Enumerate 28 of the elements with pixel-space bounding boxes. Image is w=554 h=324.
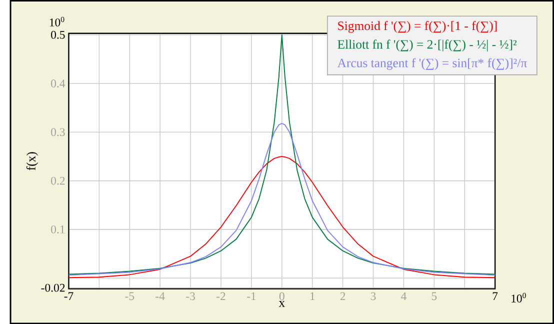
- x-tick-label: 4: [401, 292, 406, 300]
- line-series: [68, 156, 496, 278]
- y-tick-label: 0.5: [51, 30, 65, 39]
- y-tick-label: 0.4: [51, 79, 66, 88]
- x-tick-label: -1: [246, 292, 256, 300]
- text: Elliott fn f '(∑) = 2·[|f(∑) - ½| - ½]²: [338, 40, 517, 52]
- text: Arcus tangent f '(∑) = sin[π* f(∑)]²/π: [337, 58, 527, 70]
- x-tick-label: -7: [64, 292, 74, 300]
- x-tick-label: -2: [216, 292, 226, 300]
- x-tick-label: 2: [340, 292, 346, 300]
- y-tick-label: 0.2: [51, 176, 65, 185]
- text: 10$^{0}$: [512, 292, 526, 302]
- line-series: [68, 122, 496, 276]
- x-tick-label: -4: [156, 292, 165, 300]
- text: Sigmoid f '(∑) = f(∑)·[1 - f(∑)]: [338, 20, 497, 33]
- x-tick-label: 1: [310, 292, 315, 300]
- x-tick-label: 7: [492, 292, 498, 300]
- y-tick-label: 0.3: [51, 128, 65, 136]
- text: 10$^{0}$: [50, 16, 64, 26]
- x-tick-label: 3: [370, 292, 376, 300]
- x-tick-label: 0: [279, 292, 284, 300]
- x-tick-label: -5: [125, 292, 134, 300]
- y-tick-label: -0.02: [41, 284, 65, 292]
- x-tick-label: 5: [432, 292, 437, 300]
- x-tick-label: -3: [186, 292, 195, 300]
- y-tick-label: 0.1: [51, 225, 65, 234]
- y-axis-title: f(x): [26, 152, 38, 170]
- x-axis-title: x: [278, 300, 285, 307]
